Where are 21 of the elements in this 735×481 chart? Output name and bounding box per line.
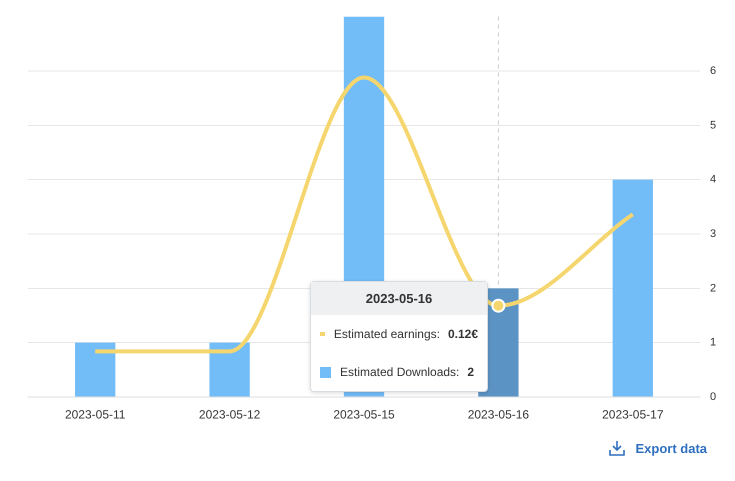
y-tick-label: 6 [710, 64, 716, 77]
y-tick-label: 1 [710, 336, 716, 349]
y-tick-label: 4 [710, 174, 716, 186]
x-tick-label: 2023-05-17 [602, 408, 664, 422]
y-tick-label: 5 [710, 119, 716, 132]
x-tick-label: 2023-05-12 [198, 408, 261, 422]
y-tick-label: 0 [710, 391, 716, 404]
legend-label: Estimated Downloads: [340, 365, 460, 379]
bar [209, 342, 250, 396]
x-tick-label: 2023-05-15 [333, 408, 396, 422]
y-tick-label: 2 [710, 282, 716, 294]
x-tick-label: 2023-05-16 [468, 408, 530, 422]
bar [75, 342, 116, 396]
x-tick-label: 2023-05-11 [64, 408, 126, 422]
data-label: 2 [467, 365, 474, 379]
data-label: 0.12€ [448, 327, 478, 341]
y-tick-label: 3 [710, 228, 716, 240]
tooltip-header: 2023-05-16 [311, 282, 487, 315]
bar [612, 180, 653, 396]
text: Export data [635, 440, 707, 456]
legend-label: Estimated earnings: [334, 327, 440, 341]
